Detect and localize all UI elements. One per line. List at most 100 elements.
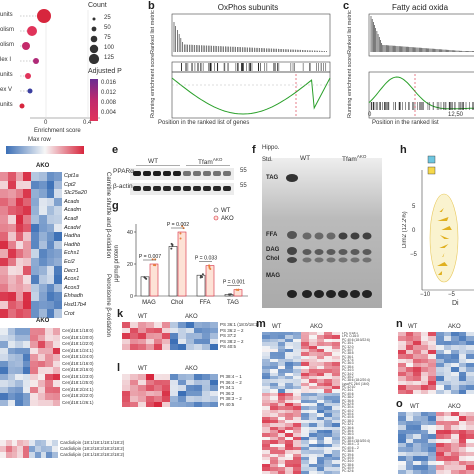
heat-cell (451, 447, 459, 452)
heat-cell (293, 335, 301, 339)
heat-cell (466, 376, 474, 381)
count-dot-circle (91, 26, 97, 32)
heat-cell (52, 399, 60, 406)
heat-cell (420, 460, 429, 466)
heat-cell (277, 399, 286, 403)
heat-cell (285, 430, 294, 434)
row-label: Acox1 (64, 276, 80, 283)
heat-cell (178, 327, 186, 334)
heat-cell (154, 379, 162, 385)
pca-point (437, 217, 449, 221)
heat-cell (269, 382, 278, 387)
heat-cell (428, 438, 436, 443)
heat-cell (308, 342, 317, 346)
heat-cell (52, 328, 60, 335)
panel-c-title: Fatty acid oxida (392, 3, 449, 12)
heat-cell (46, 189, 55, 198)
heat-cell (54, 283, 62, 293)
heat-cell (435, 416, 444, 421)
heat-cell (458, 371, 467, 377)
heat-cell (194, 333, 202, 339)
heat-cell (269, 433, 278, 437)
heat-cell (31, 223, 39, 233)
heat-cell (46, 300, 55, 310)
heat-cell (443, 376, 452, 381)
heat-cell (7, 266, 16, 276)
heat-cell (178, 344, 186, 350)
heat-cell (210, 344, 218, 350)
heat-cell (413, 389, 421, 394)
heat-cell (262, 436, 270, 441)
heat-cell (293, 389, 301, 393)
heat-cell (293, 392, 301, 397)
heat-cell (324, 369, 333, 373)
heat-cell (435, 429, 444, 435)
h-xtick-m5: −5 (448, 292, 455, 298)
heat-cell (420, 332, 429, 337)
heat-cell (301, 369, 309, 373)
heat-cell (46, 283, 55, 293)
heat-cell (443, 389, 452, 394)
heat-cell (405, 349, 414, 355)
heat-cell (262, 392, 270, 397)
heat-cell (332, 359, 340, 363)
heat-cell (324, 406, 333, 410)
heat-cell (277, 382, 286, 387)
heat-cell (7, 249, 16, 258)
pca-plot (421, 155, 474, 291)
heat-cell (398, 336, 406, 341)
heat-cell (269, 345, 278, 349)
heat-cell (40, 452, 47, 458)
heat-cell (38, 300, 47, 310)
heat-cell (458, 340, 467, 346)
heat-cell (293, 446, 301, 451)
heat-cell (37, 380, 45, 387)
heat-cell (186, 401, 194, 407)
heat-cell (435, 438, 444, 443)
panel-e-letter: e (112, 144, 119, 156)
heat-cell (324, 342, 333, 346)
heat-cell (277, 355, 286, 360)
heat-cell (130, 396, 138, 402)
heat-cell (405, 358, 414, 363)
heat-cell (34, 446, 41, 452)
heat-cell (324, 335, 333, 339)
heat-cell (435, 434, 444, 439)
heat-cell (324, 382, 333, 387)
heat-cell (30, 386, 38, 393)
heat-cell (420, 469, 429, 474)
heat-cell (285, 355, 294, 360)
p-value: P = 0.001 (223, 280, 245, 286)
heat-cell (23, 180, 31, 190)
heat-cell (0, 309, 8, 318)
heat-cell (443, 332, 452, 337)
heat-cell (435, 389, 444, 394)
heat-cell (332, 450, 340, 454)
heat-cell (332, 375, 340, 380)
row-label: Acadl (64, 215, 78, 222)
heat-cell (293, 402, 301, 407)
origin-spot (338, 290, 348, 298)
ppara-band (133, 171, 141, 176)
heat-cell (186, 344, 194, 350)
heat-cell (31, 206, 39, 215)
heat-cell (285, 332, 294, 336)
heat-cell (413, 354, 421, 359)
heat-cell (405, 385, 414, 390)
chol-spot (338, 257, 348, 263)
heat-cell (301, 365, 309, 370)
heat-cell (285, 396, 294, 400)
heat-cell (332, 362, 340, 366)
actin-band (143, 186, 151, 191)
legend-marker (213, 215, 219, 221)
p-value: P = 0.033 (195, 256, 217, 262)
heat-cell (316, 433, 325, 437)
heat-cell (435, 460, 444, 466)
row-label: PC 38:5 (342, 449, 354, 454)
heat-cell (398, 371, 406, 377)
heat-cell (52, 380, 60, 387)
heat-cell (435, 447, 444, 452)
row-label: Crot (64, 310, 75, 317)
heat-cell (46, 214, 55, 224)
heat-cell (398, 340, 406, 346)
